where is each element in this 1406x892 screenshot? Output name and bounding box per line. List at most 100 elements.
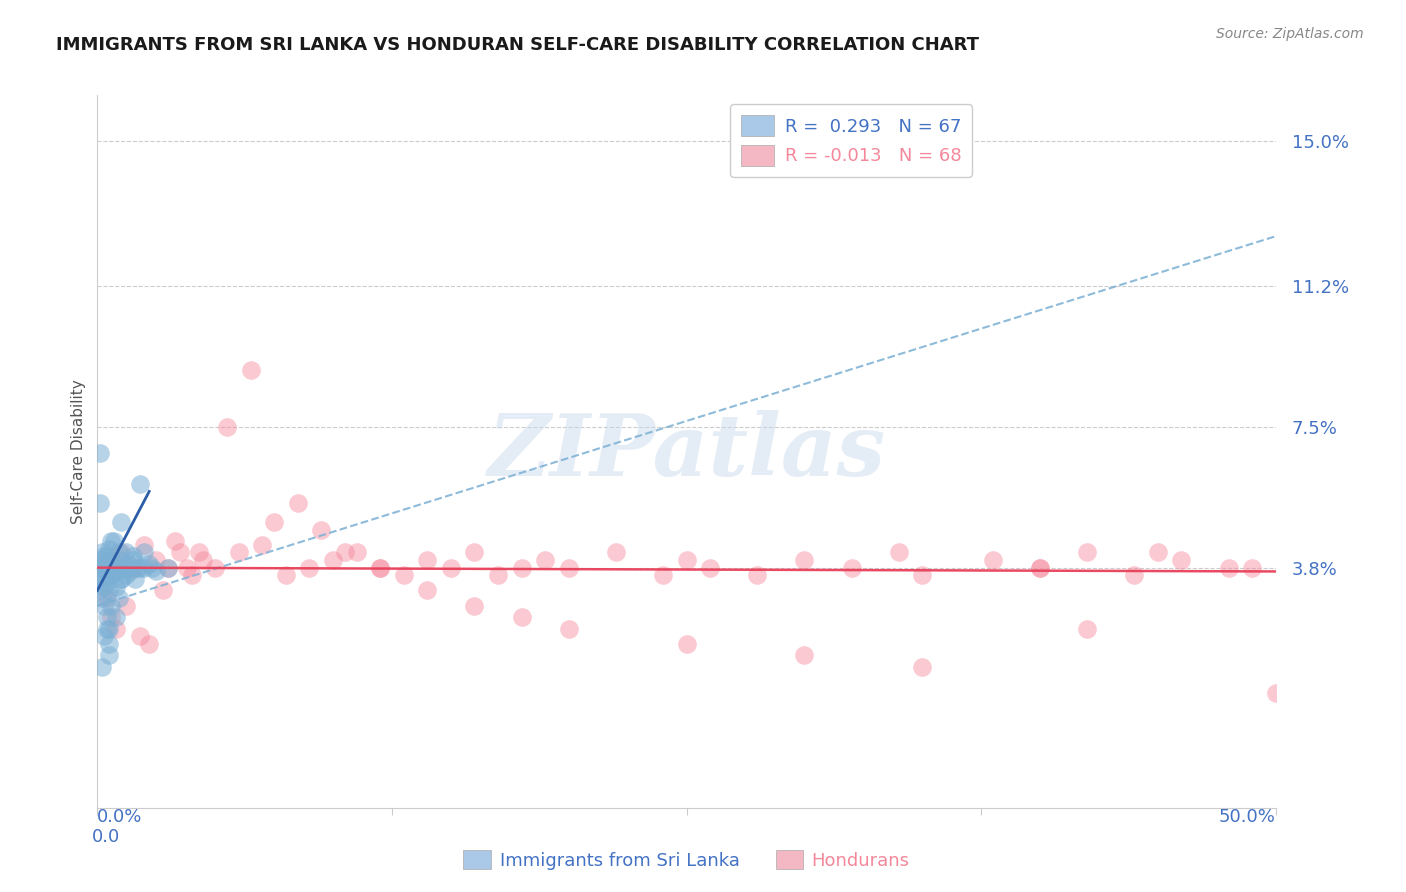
Point bbox=[157, 560, 180, 574]
Point bbox=[91, 591, 114, 606]
Point bbox=[96, 591, 118, 606]
Point bbox=[887, 545, 910, 559]
Point bbox=[93, 560, 115, 574]
Point bbox=[180, 568, 202, 582]
Point bbox=[110, 545, 132, 559]
Point bbox=[107, 591, 129, 606]
Point bbox=[98, 541, 121, 556]
Point bbox=[86, 560, 108, 574]
Point bbox=[309, 523, 332, 537]
Point bbox=[121, 560, 143, 574]
Point bbox=[89, 446, 111, 460]
Point bbox=[557, 622, 579, 636]
Point bbox=[112, 560, 135, 574]
Legend: Immigrants from Sri Lanka, Hondurans: Immigrants from Sri Lanka, Hondurans bbox=[456, 843, 917, 877]
Point bbox=[263, 515, 285, 529]
Point bbox=[134, 560, 156, 574]
Point bbox=[89, 583, 111, 598]
Point bbox=[169, 545, 191, 559]
Point bbox=[1241, 560, 1264, 574]
Point bbox=[105, 560, 128, 574]
Point bbox=[141, 560, 163, 574]
Point bbox=[110, 572, 132, 586]
Point bbox=[98, 648, 121, 663]
Point bbox=[91, 568, 114, 582]
Point bbox=[152, 583, 174, 598]
Point bbox=[98, 560, 121, 574]
Point bbox=[981, 553, 1004, 567]
Point bbox=[298, 560, 321, 574]
Point bbox=[105, 580, 128, 594]
Text: 50.0%: 50.0% bbox=[1219, 807, 1275, 826]
Point bbox=[1029, 560, 1052, 574]
Point bbox=[89, 496, 111, 510]
Point bbox=[1076, 545, 1098, 559]
Point bbox=[134, 545, 156, 559]
Point bbox=[145, 553, 167, 567]
Point bbox=[103, 560, 125, 574]
Point bbox=[93, 580, 115, 594]
Point bbox=[416, 553, 439, 567]
Point bbox=[1170, 553, 1192, 567]
Point bbox=[176, 560, 198, 574]
Point bbox=[105, 565, 128, 579]
Point bbox=[110, 553, 132, 567]
Point bbox=[124, 572, 146, 586]
Point bbox=[100, 533, 122, 548]
Point bbox=[100, 599, 122, 613]
Point bbox=[91, 560, 114, 574]
Point bbox=[204, 560, 226, 574]
Point bbox=[346, 545, 368, 559]
Point bbox=[114, 560, 136, 574]
Point bbox=[105, 622, 128, 636]
Point bbox=[134, 538, 156, 552]
Point bbox=[252, 538, 274, 552]
Point bbox=[416, 583, 439, 598]
Point bbox=[96, 549, 118, 564]
Point bbox=[91, 560, 114, 574]
Point bbox=[463, 599, 485, 613]
Text: IMMIGRANTS FROM SRI LANKA VS HONDURAN SELF-CARE DISABILITY CORRELATION CHART: IMMIGRANTS FROM SRI LANKA VS HONDURAN SE… bbox=[56, 36, 979, 54]
Point bbox=[605, 545, 627, 559]
Point bbox=[699, 560, 721, 574]
Point bbox=[1123, 568, 1146, 582]
Point bbox=[96, 575, 118, 590]
Y-axis label: Self-Care Disability: Self-Care Disability bbox=[72, 379, 86, 524]
Point bbox=[93, 599, 115, 613]
Point bbox=[120, 565, 142, 579]
Point bbox=[1147, 545, 1170, 559]
Point bbox=[911, 568, 934, 582]
Point bbox=[652, 568, 675, 582]
Point bbox=[100, 560, 122, 574]
Point bbox=[98, 583, 121, 598]
Text: ZIPatlas: ZIPatlas bbox=[488, 409, 886, 493]
Point bbox=[121, 553, 143, 567]
Point bbox=[463, 545, 485, 559]
Point bbox=[91, 545, 114, 559]
Text: 0.0%: 0.0% bbox=[97, 807, 143, 826]
Point bbox=[100, 553, 122, 567]
Point bbox=[228, 545, 250, 559]
Point bbox=[127, 560, 149, 574]
Point bbox=[793, 553, 815, 567]
Point bbox=[440, 560, 463, 574]
Point bbox=[89, 553, 111, 567]
Point bbox=[138, 557, 160, 571]
Point bbox=[107, 545, 129, 559]
Point bbox=[110, 515, 132, 529]
Point bbox=[793, 648, 815, 663]
Point bbox=[110, 572, 132, 586]
Point bbox=[91, 659, 114, 673]
Point bbox=[114, 568, 136, 582]
Point bbox=[534, 553, 557, 567]
Point bbox=[103, 560, 125, 574]
Point bbox=[1029, 560, 1052, 574]
Point bbox=[287, 496, 309, 510]
Point bbox=[93, 629, 115, 643]
Point bbox=[114, 545, 136, 559]
Point bbox=[1218, 560, 1240, 574]
Point bbox=[128, 476, 150, 491]
Point bbox=[93, 557, 115, 571]
Point bbox=[165, 533, 187, 548]
Point bbox=[333, 545, 356, 559]
